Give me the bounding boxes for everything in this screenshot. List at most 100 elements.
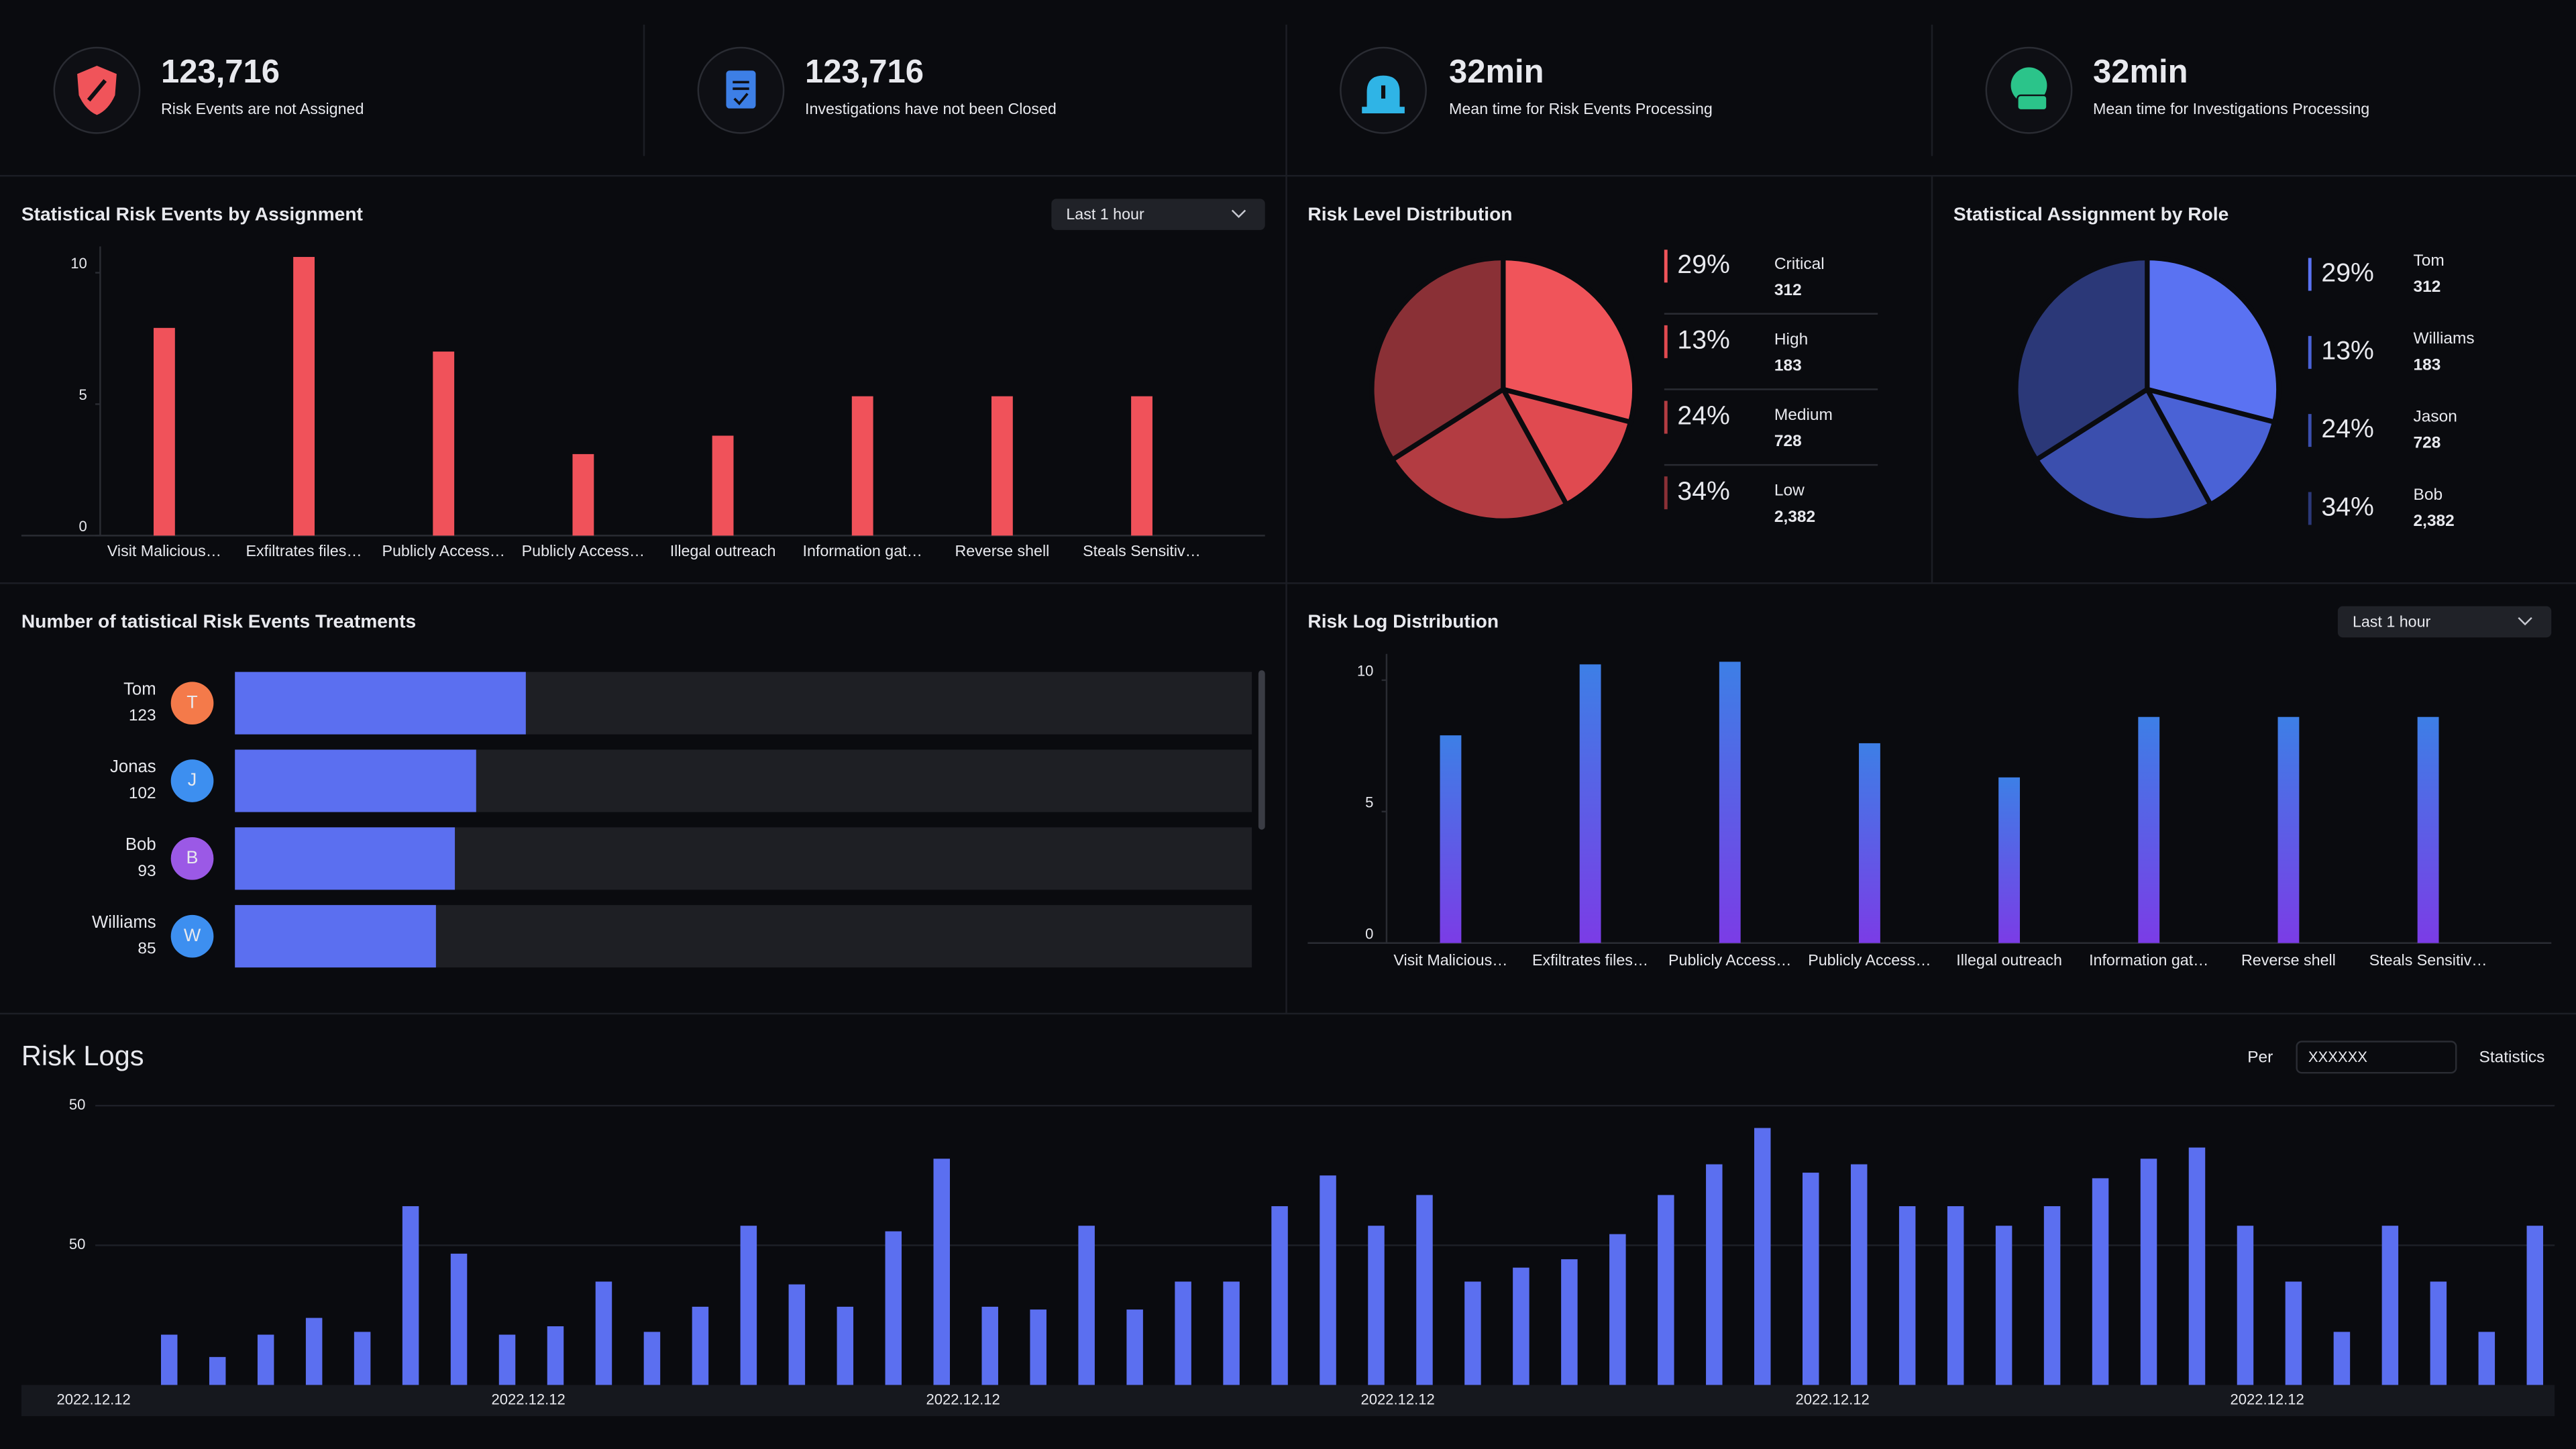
bar	[1464, 1281, 1481, 1385]
x-tick-label: Illegal outreach	[1956, 951, 2062, 969]
x-tick-label: Exfiltrates files…	[1532, 951, 1648, 969]
bar	[1859, 743, 1880, 943]
bar	[2430, 1281, 2447, 1385]
bar	[1131, 396, 1152, 536]
bar	[981, 1306, 998, 1385]
x-tick-label: Publicly Access…	[1808, 951, 1931, 969]
bar	[1561, 1259, 1578, 1385]
legend-name: High	[1774, 330, 1808, 348]
x-tick-label: Publicly Access…	[1668, 951, 1791, 969]
legend-detail: 183	[1774, 357, 1802, 375]
y-tick-label: 0	[1365, 925, 1373, 942]
time-dropdown[interactable]	[2337, 606, 2552, 638]
bar	[788, 1284, 806, 1385]
legend-percent: 24%	[2321, 415, 2373, 443]
person-count: 102	[129, 784, 156, 802]
legend-name: Tom	[2414, 252, 2445, 270]
legend-detail: 2,382	[1774, 508, 1815, 526]
bar	[1947, 1206, 1964, 1385]
pie-slice	[1369, 255, 1506, 463]
chevron	[2518, 616, 2532, 626]
bar	[547, 1326, 564, 1385]
legend-detail: 728	[2414, 434, 2441, 452]
bar	[643, 1332, 661, 1385]
legend-marker	[1664, 325, 1668, 358]
y-tick-label: 50	[69, 1096, 86, 1113]
x-tick-label: Information gat…	[803, 542, 922, 559]
avatar-initial: T	[186, 692, 197, 712]
bar	[1998, 777, 2021, 943]
bar	[1754, 1128, 1771, 1385]
pie-slice	[2033, 386, 2213, 523]
bar	[712, 435, 734, 536]
y-tick-label: 10	[70, 255, 87, 272]
x-tick-label: Exfiltrates files…	[246, 542, 362, 559]
panel-title: Number of tatistical Risk Events Treatme…	[21, 611, 416, 632]
x-tick-label: 2022.12.12	[1360, 1391, 1434, 1408]
bar	[851, 396, 873, 536]
scrollbar[interactable]	[1258, 670, 1265, 830]
bar	[1850, 1164, 1868, 1385]
bar	[2043, 1206, 2061, 1385]
bar	[2092, 1178, 2109, 1385]
dropdown-label: Last 1 hour	[1066, 205, 1144, 223]
input-placeholder: XXXXXX	[2308, 1049, 2367, 1065]
kpi-icons	[53, 46, 2073, 134]
kpi-value: 32min	[2093, 54, 2188, 90]
per-label: Per	[2247, 1049, 2273, 1067]
bar	[1658, 1195, 1674, 1385]
bar	[2138, 716, 2160, 943]
legend-marker	[2308, 335, 2312, 369]
kpi-label: Mean time for Investigations Processing	[2093, 100, 2369, 117]
legend-percent: 29%	[1677, 250, 1729, 279]
y-tick-label: 0	[79, 518, 87, 535]
x-tick-label: Steals Sensitiv…	[2369, 951, 2487, 969]
bar	[1995, 1226, 2012, 1385]
bar	[235, 672, 526, 735]
legend-detail: 728	[1774, 432, 1802, 450]
bar	[885, 1231, 902, 1385]
kpi-label: Investigations have not been Closed	[805, 100, 1057, 117]
icon-detail	[2017, 94, 2048, 111]
bar	[2333, 1332, 2351, 1385]
avatar	[170, 759, 214, 802]
bar	[235, 749, 476, 812]
legend-marker	[2308, 414, 2312, 447]
panel-title: Risk Log Distribution	[1307, 611, 1499, 632]
legend-name: Critical	[1774, 255, 1825, 273]
x-tick-label: Publicly Access…	[522, 542, 645, 559]
kpi-value: 32min	[1449, 54, 1544, 90]
legend-percent: 34%	[2321, 492, 2373, 521]
x-tick-label: Illegal outreach	[670, 542, 776, 559]
bar	[2285, 1281, 2302, 1385]
search-input[interactable]	[2296, 1040, 2457, 1074]
y-tick-label: 5	[79, 386, 87, 403]
pie-slice	[2145, 255, 2282, 425]
bar	[1513, 1267, 1529, 1385]
bar	[498, 1334, 516, 1385]
avatar	[170, 682, 214, 724]
statistics-button[interactable]: Statistics	[2479, 1049, 2545, 1067]
x-tick-label: Steals Sensitiv…	[1083, 542, 1201, 559]
panel-title: Statistical Assignment by Role	[1953, 203, 2229, 224]
bar	[1271, 1206, 1288, 1385]
bar	[572, 453, 594, 536]
legend-percent: 13%	[1677, 326, 1729, 355]
bar	[450, 1253, 468, 1385]
x-tick-label: Reverse shell	[2241, 951, 2336, 969]
pie-slice	[2013, 255, 2150, 463]
pie-slice	[1389, 386, 1569, 523]
x-tick-label: 2022.12.12	[1795, 1391, 1869, 1408]
legend-percent: 29%	[2321, 258, 2373, 287]
bar	[1579, 664, 1601, 943]
x-axis-band	[21, 1385, 2555, 1417]
person-count: 123	[129, 706, 156, 724]
y-tick-label: 5	[1365, 794, 1373, 810]
person-name: Bob	[125, 835, 156, 854]
bar	[354, 1332, 371, 1385]
bar	[209, 1356, 226, 1385]
avatar	[170, 837, 214, 880]
bar	[1030, 1309, 1046, 1385]
time-dropdown[interactable]	[1051, 199, 1265, 230]
icon-detail	[733, 80, 749, 106]
